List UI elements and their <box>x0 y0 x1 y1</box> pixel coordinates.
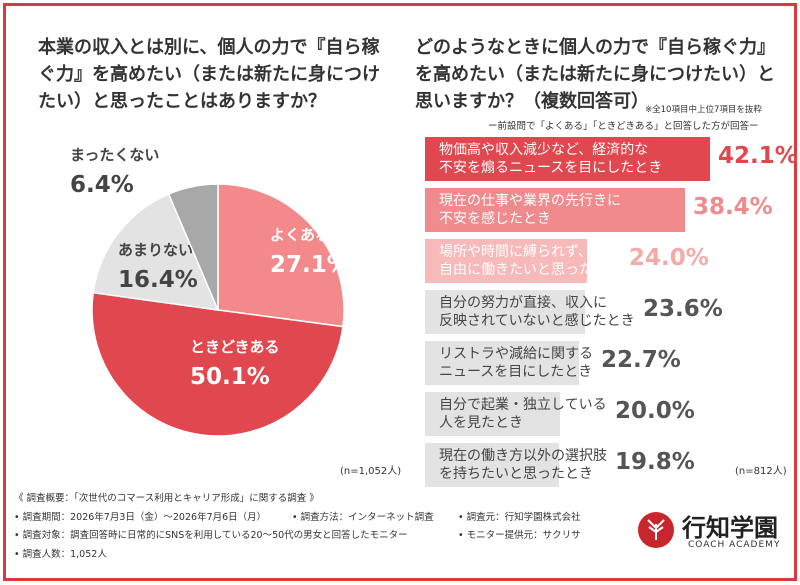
bar-label: 現在の仕事や業界の先行きに 不安を感じたとき <box>439 193 621 227</box>
slice-label: よくある <box>270 226 330 244</box>
bar-row: リストラや減給に関する ニュースを目にしたとき 22.7% <box>425 341 785 385</box>
bar-label: リストラや減給に関する ニュースを目にしたとき <box>439 346 593 380</box>
bar-row: 現在の働き方以外の選択肢 を持ちたいと思ったとき 19.8% <box>425 443 785 487</box>
bar <box>425 443 560 487</box>
bar-row: 場所や時間に縛られず、 自由に働きたいと思ったとき 24.0% <box>425 239 785 283</box>
bar-label: 物価高や収入減少など、経済的な 不安を煽るニュースを目にしたとき <box>439 142 663 176</box>
slice-value: 16.4% <box>118 267 198 293</box>
bar-value: 24.0% <box>629 245 709 271</box>
pie-note: (n=1,052人) <box>340 466 402 477</box>
pie-chart: よくある 27.1% ときどきある 50.1% あまりない 16.4% まったくない 6.4% <box>70 146 350 437</box>
bar-value: 19.8% <box>615 449 695 475</box>
pie-slice <box>167 183 219 311</box>
footer-item: • 調査方法：インターネット調査 <box>292 512 434 523</box>
footer-item: • 調査元：行知学園株式会社 <box>458 512 581 523</box>
bar <box>425 137 710 181</box>
bar-label: 場所や時間に縛られず、 自由に働きたいと思ったとき <box>439 244 621 278</box>
bar-label: 現在の働き方以外の選択肢 を持ちたいと思ったとき <box>439 448 607 482</box>
pie-title: 本業の収入とは別に、個人の力で『自ら稼ぐ力』を高めたい（または新たに身につけたい… <box>38 37 380 112</box>
footer-item: • モニター提供元：サクリサ <box>458 530 581 541</box>
footer-item: • 調査期間：2026年7月3日（金）〜2026年7月6日（月） <box>14 512 267 523</box>
bar-value: 38.4% <box>692 194 773 220</box>
bar <box>425 392 561 436</box>
slice-label: あまりない <box>118 241 193 259</box>
logo-icon <box>638 512 674 548</box>
bar-value: 22.7% <box>601 347 681 373</box>
bar-value: 23.6% <box>643 296 723 322</box>
slice-value: 27.1% <box>270 252 350 278</box>
footer-heading: 《 調査概要：「次世代のコマース利用とキャリア形成」に関する調査 》 <box>14 493 319 504</box>
bar-row: 現在の仕事や業界の先行きに 不安を感じたとき 38.4% <box>425 188 785 232</box>
pie-slice <box>217 183 345 328</box>
footer-item: • 調査人数：1,052人 <box>14 549 107 560</box>
bar <box>425 188 685 232</box>
logo-name: 行知学園 <box>682 513 778 542</box>
frame <box>3 3 797 581</box>
footer-item: • 調査対象：調査回答時に日常的にSNSを利用している20〜50代の男女と回答し… <box>14 530 408 541</box>
pie-slice <box>92 193 220 311</box>
bar <box>425 341 579 385</box>
bar-note: (n=812人) <box>735 466 787 477</box>
slice-value: 6.4% <box>70 172 134 198</box>
bar-value: 42.1% <box>718 143 798 169</box>
bar-subtitle: ー前設問で「よくある」「ときどきある」と回答した方が回答ー <box>488 121 759 132</box>
bar-row: 物価高や収入減少など、経済的な 不安を煽るニュースを目にしたとき 42.1% <box>425 137 798 181</box>
slice-label: まったくない <box>70 146 159 164</box>
bar <box>425 290 585 334</box>
slice-label: ときどきある <box>190 338 280 356</box>
bar-annotation: ※全10項目中上位7項目を抜粋 <box>645 105 762 115</box>
logo-sub: COACH ACADEMY <box>688 540 781 550</box>
bar-label: 自分の努力が直接、収入に 反映されていないと感じたとき <box>439 295 635 329</box>
bar-row: 自分で起業・独立している 人を見たとき 20.0% <box>425 392 785 436</box>
bar-label: 自分で起業・独立している 人を見たとき <box>439 397 607 431</box>
bar-row: 自分の努力が直接、収入に 反映されていないと感じたとき 23.6% <box>425 290 785 334</box>
pie-slice <box>91 291 344 437</box>
slice-value: 50.1% <box>190 364 270 390</box>
bar-title: どのようなときに個人の力で『自ら稼ぐ力』を高めたい（または新たに身につけたい）と… <box>415 37 775 112</box>
bar <box>425 239 588 283</box>
bar-value: 20.0% <box>615 398 695 424</box>
